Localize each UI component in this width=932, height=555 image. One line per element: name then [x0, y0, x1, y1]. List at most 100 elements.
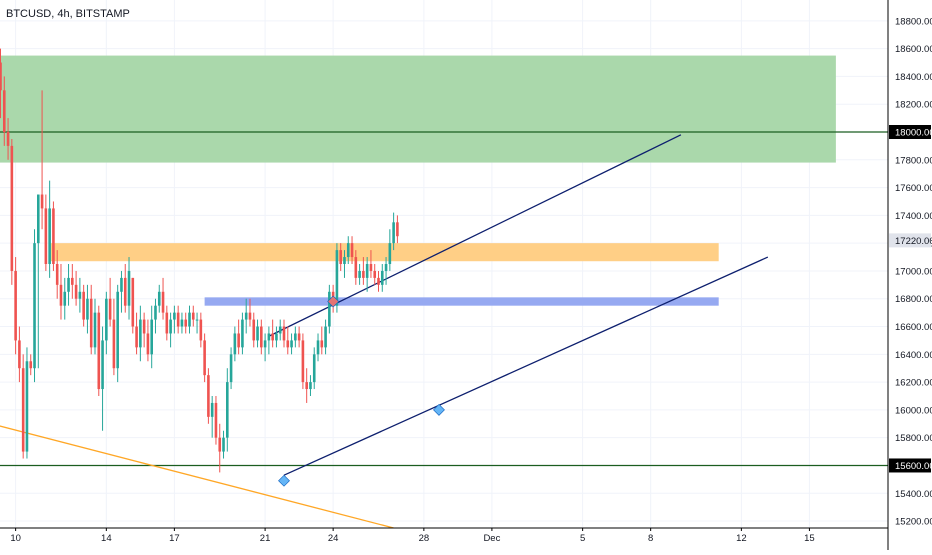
candle-body — [275, 333, 278, 341]
x-tick-label: 21 — [260, 533, 271, 544]
candle-body — [362, 270, 365, 278]
candle-body — [335, 250, 339, 306]
candle-body — [165, 312, 169, 334]
candle-body — [392, 222, 395, 244]
y-tick-label: 18800.00 — [895, 16, 932, 27]
candle-body — [131, 277, 135, 327]
y-tick-label: 17000.00 — [895, 266, 932, 277]
candle-body — [263, 340, 267, 348]
candle-body — [37, 194, 40, 244]
candle-body — [305, 382, 308, 390]
candle-body — [233, 333, 237, 355]
candle-body — [248, 312, 252, 320]
price-tag-label: 17220.00 — [895, 236, 932, 247]
candle-body — [195, 319, 199, 321]
candle-body — [241, 319, 244, 348]
y-tick-label: 18600.00 — [895, 44, 932, 55]
candle-body — [108, 298, 112, 320]
candle-body — [63, 291, 67, 306]
candle-body — [29, 361, 33, 369]
candle-body — [226, 382, 229, 438]
candle-body — [93, 312, 97, 348]
candle-body — [260, 326, 263, 348]
candle-body — [309, 382, 312, 390]
candle-body — [328, 291, 331, 327]
candle-body — [222, 437, 225, 452]
candle-body — [120, 277, 123, 292]
candle-body — [312, 354, 316, 383]
y-tick-label: 17800.00 — [895, 155, 932, 166]
candle-body — [184, 319, 188, 327]
candle-body — [207, 375, 210, 417]
candle-body — [188, 312, 191, 327]
y-tick-label: 16600.00 — [895, 322, 932, 333]
candle-body — [354, 257, 358, 278]
candle-body — [214, 402, 218, 438]
candles — [0, 48, 399, 473]
candle-body — [21, 368, 25, 452]
candle-body — [297, 333, 301, 341]
falling-trend — [0, 425, 394, 529]
candle-body — [320, 340, 324, 348]
y-tick-label: 15400.00 — [895, 489, 932, 500]
marker-high — [327, 295, 340, 308]
candle-body — [116, 291, 119, 369]
y-tick-label: 18400.00 — [895, 72, 932, 83]
candle-body — [10, 145, 14, 271]
candle-body — [97, 312, 101, 390]
candle-body — [82, 291, 85, 320]
y-tick-label: 16400.00 — [895, 350, 932, 361]
marker-low — [278, 474, 290, 487]
candle-body — [294, 333, 297, 341]
x-tick-label: 12 — [736, 533, 747, 544]
candle-body — [369, 264, 373, 271]
candle-body — [191, 312, 195, 320]
candle-body — [127, 270, 131, 306]
candle-body — [161, 291, 165, 313]
symbol-label[interactable]: BTCUSD, 4h, BITSTAMP — [6, 8, 130, 20]
candle-body — [101, 340, 104, 390]
candle-body — [89, 298, 93, 348]
time-axis-bg — [0, 528, 932, 550]
zone-blue — [204, 297, 719, 306]
price-tag-bg — [889, 458, 931, 473]
y-tick-label: 16000.00 — [895, 405, 932, 416]
candle-body — [339, 250, 342, 264]
markers — [278, 295, 445, 487]
candle-body — [203, 340, 206, 376]
candle-body — [123, 277, 127, 306]
candle-body — [86, 298, 89, 320]
candle-body — [176, 312, 180, 327]
candle-body — [18, 340, 21, 369]
candle-body — [78, 291, 82, 299]
price-axis-bg — [888, 0, 932, 550]
x-tick-label: 8 — [648, 533, 653, 544]
candle-body — [218, 437, 222, 452]
candle-body — [67, 277, 70, 292]
candle-body — [157, 291, 161, 306]
candle-body — [377, 277, 380, 285]
candle-body — [139, 319, 142, 348]
x-tick-label: 5 — [580, 533, 585, 544]
candle-body — [112, 319, 116, 369]
candle-body — [324, 326, 327, 348]
price-tag-label: 18000.00 — [895, 128, 932, 139]
candle-body — [229, 354, 233, 383]
y-tick-label: 18200.00 — [895, 100, 932, 111]
price-tag-bg — [889, 233, 931, 248]
candle-body — [237, 333, 240, 348]
candle-body — [384, 264, 388, 271]
candle-body — [40, 194, 44, 209]
price-tag-bg — [889, 125, 931, 139]
candle-body — [278, 326, 282, 334]
candle-body — [316, 340, 320, 355]
candle-body — [169, 319, 172, 334]
candle-body — [33, 243, 36, 369]
candle-body — [25, 361, 29, 452]
channel-lower — [283, 256, 769, 476]
candle-body — [154, 305, 157, 320]
candle-body — [373, 270, 377, 278]
candle-body — [55, 264, 59, 285]
